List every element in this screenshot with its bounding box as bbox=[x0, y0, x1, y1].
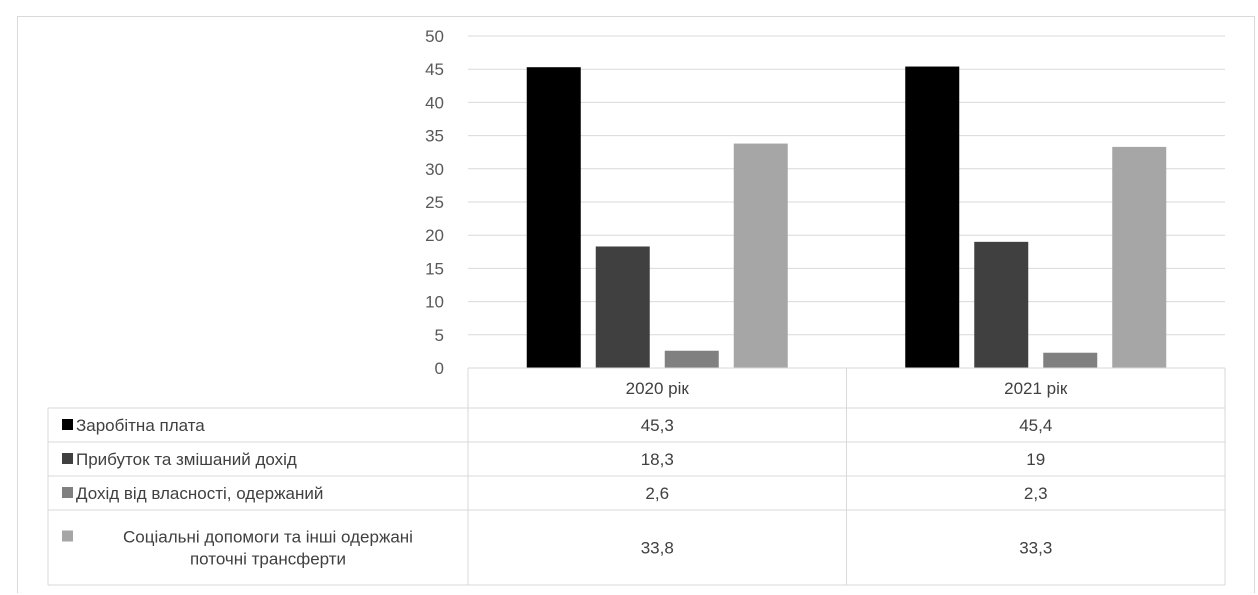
data-value-label: 45,3 bbox=[641, 416, 674, 435]
y-tick-label: 30 bbox=[425, 160, 444, 179]
y-tick-label: 50 bbox=[425, 27, 444, 46]
y-tick-label: 20 bbox=[425, 226, 444, 245]
y-tick-label: 10 bbox=[425, 293, 444, 312]
series-name-label: Заробітна плата bbox=[76, 416, 205, 435]
category-label: 2020 рік bbox=[626, 379, 690, 398]
series-name-label: Соціальні допомоги та інші одержані bbox=[123, 528, 413, 547]
y-tick-label: 5 bbox=[435, 326, 444, 345]
series-name-label: Прибуток та змішаний дохід bbox=[76, 450, 297, 469]
data-value-label: 33,3 bbox=[1019, 539, 1052, 558]
bar bbox=[1043, 352, 1098, 368]
legend-key bbox=[62, 530, 73, 542]
y-tick-label: 40 bbox=[425, 93, 444, 112]
data-value-label: 45,4 bbox=[1019, 416, 1052, 435]
data-value-label: 2,3 bbox=[1024, 484, 1048, 503]
y-tick-label: 45 bbox=[425, 60, 444, 79]
data-value-label: 19 bbox=[1026, 450, 1045, 469]
data-value-label: 33,8 bbox=[641, 539, 674, 558]
data-value-label: 2,6 bbox=[645, 484, 669, 503]
bar bbox=[905, 66, 960, 368]
bar bbox=[1112, 146, 1167, 368]
legend-key bbox=[62, 419, 73, 430]
bar bbox=[526, 67, 581, 368]
y-tick-label: 0 bbox=[435, 359, 444, 378]
chart-frame bbox=[17, 16, 1255, 593]
bar bbox=[733, 143, 788, 368]
y-tick-label: 35 bbox=[425, 127, 444, 146]
legend-key bbox=[62, 453, 73, 464]
series-name-label: Дохід від власності, одержаний bbox=[76, 484, 323, 503]
bar bbox=[974, 241, 1029, 368]
series-name-label: поточні трансферти bbox=[190, 550, 346, 569]
y-tick-label: 25 bbox=[425, 193, 444, 212]
bar bbox=[595, 246, 650, 368]
y-tick-label: 15 bbox=[425, 259, 444, 278]
legend-key bbox=[62, 487, 73, 498]
data-value-label: 18,3 bbox=[641, 450, 674, 469]
category-label: 2021 рік bbox=[1004, 379, 1068, 398]
bar bbox=[664, 350, 719, 368]
